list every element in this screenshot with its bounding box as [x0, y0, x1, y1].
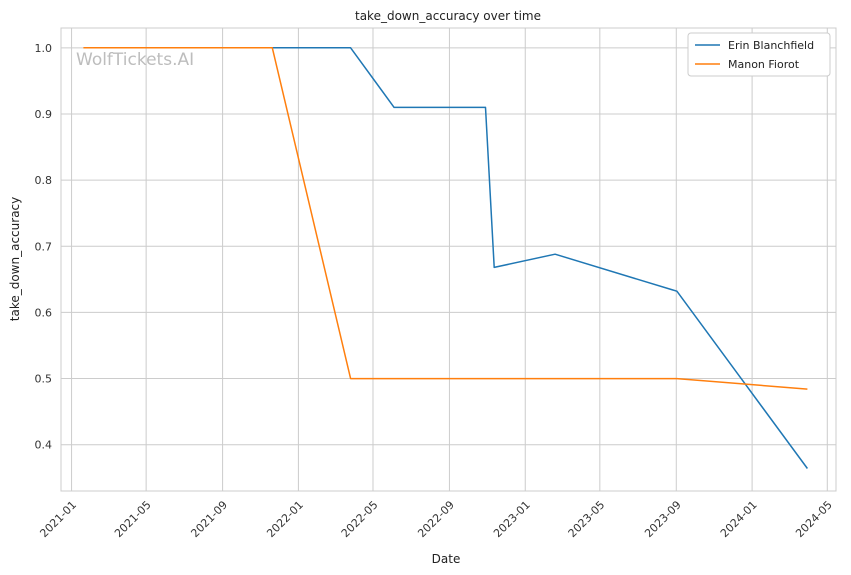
y-tick-0.8: 0.8	[35, 174, 53, 187]
y-tick-0.5: 0.5	[35, 373, 53, 386]
x-tick-2021-01: 2021-01	[37, 498, 79, 540]
series-line-erin-blanchfield	[228, 47, 809, 469]
legend-box	[687, 32, 831, 77]
plot-background	[61, 28, 836, 491]
y-tick-0.7: 0.7	[35, 240, 53, 253]
y-tick-0.6: 0.6	[35, 306, 53, 319]
series-line-manon-fiorot	[83, 47, 808, 390]
y-axis-label: take_down_accuracy	[8, 197, 22, 321]
series-layer	[83, 47, 809, 469]
chart-title: take_down_accuracy over time	[355, 9, 541, 23]
x-tick-2021-09: 2021-09	[188, 498, 230, 540]
x-tick-2024-01: 2024-01	[718, 498, 760, 540]
x-tick-2023-01: 2023-01	[491, 498, 533, 540]
x-tick-2024-05: 2024-05	[793, 498, 835, 540]
y-tick-0.4: 0.4	[35, 439, 53, 452]
watermark: WolfTickets.AI	[76, 50, 194, 70]
legend-label-manon-fiorot: Manon Fiorot	[728, 58, 800, 71]
legend: Erin Blanchfield Manon Fiorot	[687, 32, 831, 77]
legend-label-erin-blanchfield: Erin Blanchfield	[728, 39, 814, 52]
x-tick-2022-05: 2022-05	[339, 498, 381, 540]
x-tick-2021-05: 2021-05	[112, 498, 154, 540]
x-tick-2022-09: 2022-09	[415, 498, 457, 540]
x-tick-2023-09: 2023-09	[642, 498, 684, 540]
x-tick-2023-05: 2023-05	[566, 498, 608, 540]
plot-frame	[60, 27, 837, 492]
x-axis-label: Date	[432, 552, 461, 566]
y-tick-0.9: 0.9	[35, 108, 53, 121]
x-tick-2022-01: 2022-01	[264, 498, 306, 540]
y-tick-labels: 0.4 0.5 0.6 0.7 0.8 0.9 1.0	[35, 42, 53, 452]
x-tick-labels: 2021-01 2021-05 2021-09 2022-01 2022-05 2022-…	[37, 498, 834, 540]
y-tick-1.0: 1.0	[35, 42, 53, 55]
